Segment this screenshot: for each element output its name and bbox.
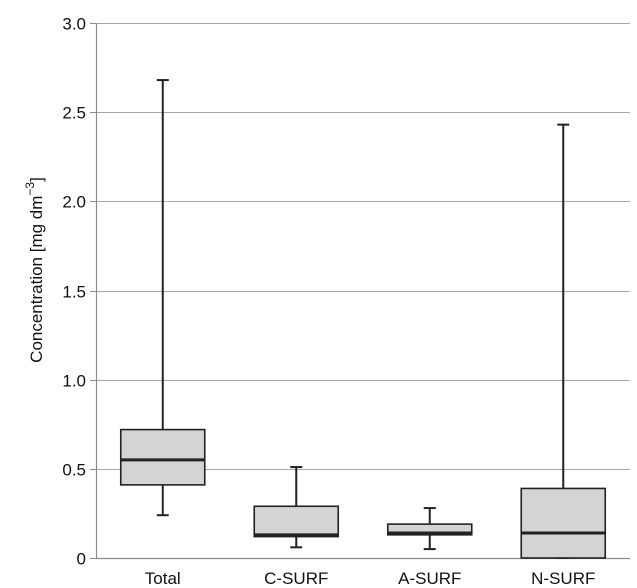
y-tick-label: 1.5	[62, 283, 86, 302]
x-category-label: Total	[145, 569, 181, 588]
box-group-c-surf	[253, 466, 340, 549]
y-axis-title-main: Concentration [mg dm	[27, 196, 46, 363]
box-group-a-surf	[386, 507, 473, 551]
y-tick-label: 3.0	[62, 15, 86, 34]
box-group-n-surf	[520, 123, 607, 559]
iqr-box	[520, 487, 607, 559]
y-tick-label: 0.5	[62, 461, 86, 480]
iqr-box	[386, 523, 473, 536]
x-category-labels: Total C-SURF A-SURF N-SURF	[145, 569, 596, 588]
y-tick-label: 2.5	[62, 104, 86, 123]
y-axis-title-superscript: −3	[23, 182, 37, 196]
y-tick-labels: 0 0.5 1.0 1.5 2.0 2.5 3.0	[62, 15, 86, 569]
boxes	[119, 79, 607, 559]
x-category-label: A-SURF	[398, 569, 461, 588]
x-category-label: C-SURF	[264, 569, 328, 588]
iqr-box	[253, 505, 340, 538]
y-axis-title-suffix: ]	[27, 177, 46, 182]
x-category-label: N-SURF	[531, 569, 595, 588]
y-tick-label: 1.0	[62, 372, 86, 391]
y-tick-label: 0	[77, 550, 86, 569]
grid-lines	[96, 23, 630, 470]
y-axis-title: Concentration [mg dm−3]	[23, 177, 46, 363]
box-group-total	[119, 79, 206, 517]
y-tick-label: 2.0	[62, 193, 86, 212]
iqr-box	[119, 428, 206, 486]
